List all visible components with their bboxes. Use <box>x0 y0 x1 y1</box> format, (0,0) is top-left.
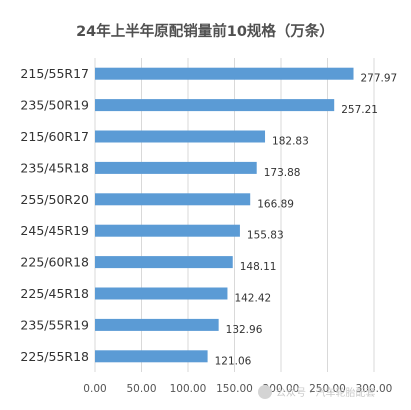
bar <box>95 130 266 143</box>
category-label: 225/60R18 <box>20 255 89 270</box>
x-tick-label: 300.00 <box>356 383 393 395</box>
category-label: 255/50R20 <box>20 192 89 207</box>
watermark-text: 公众号 · 汽车轮胎配套 <box>276 386 376 399</box>
bar <box>95 99 335 112</box>
category-label: 245/45R19 <box>20 223 89 238</box>
x-tick-label: 100.00 <box>170 383 207 395</box>
category-label: 235/50R19 <box>20 98 89 113</box>
bar <box>95 193 251 206</box>
x-tick-label: 0.00 <box>83 383 106 395</box>
x-tick-labels: 0.00 50.00 100.00 150.00 200.00 250.00 300.00 <box>83 383 392 395</box>
data-label: 132.96 <box>226 324 263 336</box>
data-label: 155.83 <box>247 230 284 242</box>
x-tick-label: 150.00 <box>216 383 253 395</box>
bar <box>95 224 240 237</box>
bar <box>95 161 257 174</box>
data-label: 166.89 <box>257 198 294 210</box>
category-labels: 215/55R17 235/50R19 215/60R17 235/45R18 255/… <box>20 66 89 364</box>
data-labels: 277.97 257.21 182.83 173.88 166.89 155.83 148.… <box>215 73 398 368</box>
bars <box>95 67 354 363</box>
wechat-badge-icon <box>258 385 272 399</box>
data-label: 142.42 <box>234 293 271 305</box>
x-tick-label: 250.00 <box>309 383 346 395</box>
data-label: 121.06 <box>215 355 252 367</box>
chart-title: 24年上半年原配销量前10规格（万条） <box>76 22 334 40</box>
category-label: 215/60R17 <box>20 129 89 144</box>
bar <box>95 318 219 331</box>
category-label: 215/55R17 <box>20 66 89 81</box>
category-label: 235/55R19 <box>20 317 89 332</box>
data-label: 257.21 <box>341 104 378 116</box>
data-label: 277.97 <box>361 73 398 85</box>
bar <box>95 67 354 80</box>
category-label: 225/45R18 <box>20 286 89 301</box>
category-label: 235/45R18 <box>20 160 89 175</box>
bar <box>95 287 228 300</box>
x-tick-label: 50.00 <box>126 383 156 395</box>
bar <box>95 256 233 269</box>
data-label: 182.83 <box>272 136 309 148</box>
watermark: 公众号 · 汽车轮胎配套 <box>258 385 376 399</box>
bar <box>95 350 208 363</box>
data-label: 173.88 <box>264 167 301 179</box>
data-label: 148.11 <box>240 261 277 273</box>
category-label: 225/55R18 <box>20 349 89 364</box>
